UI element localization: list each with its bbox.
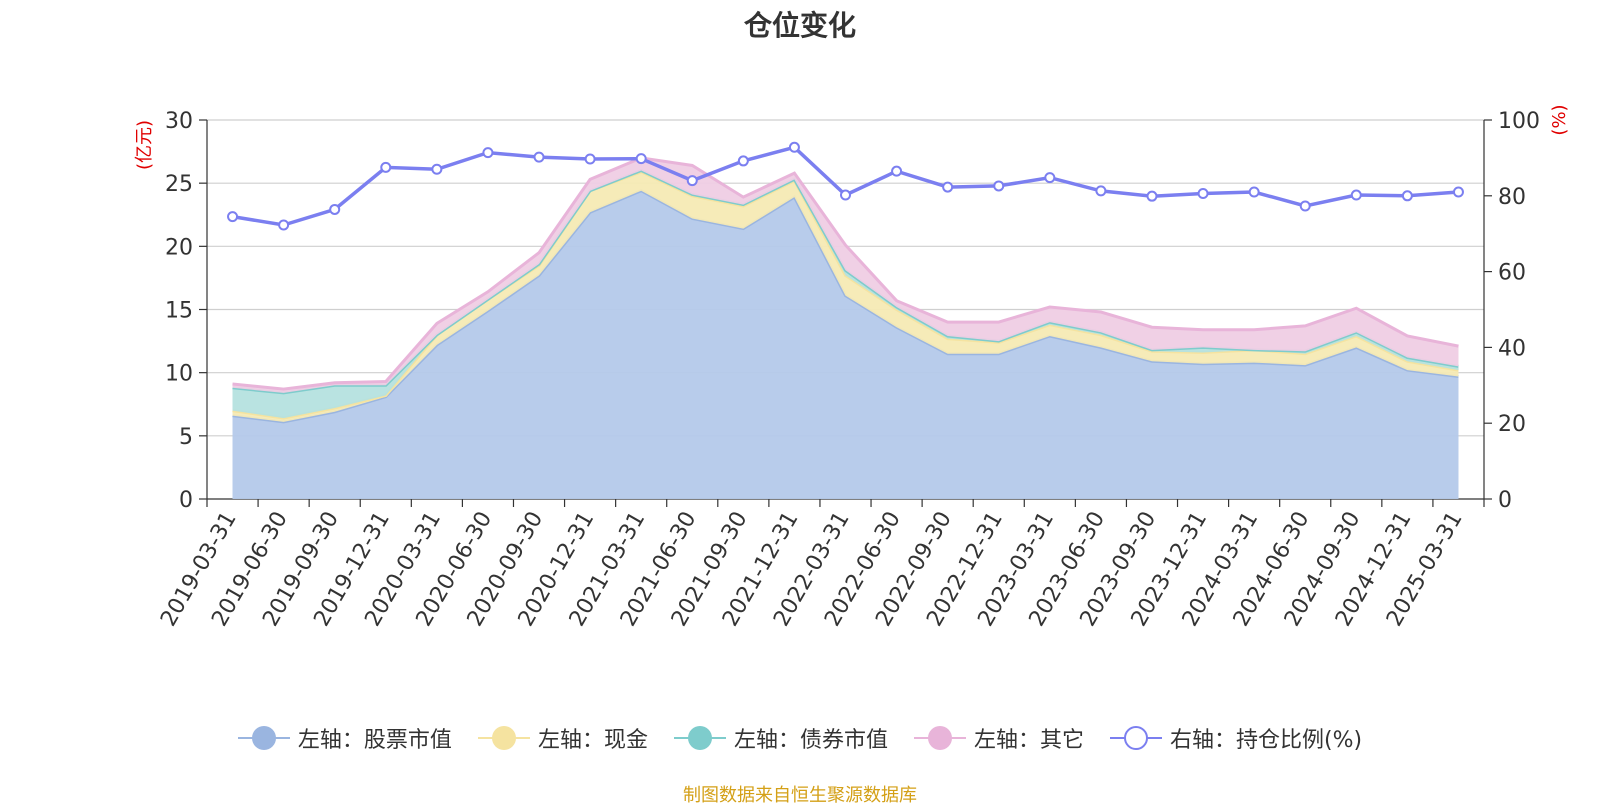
left-axis-unit-label: (亿元)	[134, 120, 155, 170]
area-series-0	[232, 190, 1459, 499]
right-axis-tick-label: 100	[1498, 109, 1540, 134]
ratio-point	[1452, 186, 1464, 198]
legend-other-label: 左轴：其它	[973, 728, 1084, 753]
ratio-point	[891, 165, 903, 177]
ratio-point	[533, 151, 545, 163]
legend-item-stock[interactable]: 左轴：股票市值	[237, 722, 452, 754]
legend-other-symbol	[913, 725, 966, 751]
right-axis-unit-label: (%)	[1549, 104, 1570, 135]
ratio-point	[482, 147, 494, 159]
ratio-point	[635, 153, 647, 165]
right-axis-tick-label: 0	[1498, 488, 1512, 513]
legend-bond-label: 左轴：债券市值	[733, 728, 888, 753]
legend-item-bond[interactable]: 左轴：债券市值	[673, 722, 888, 754]
area-series-1	[232, 171, 1459, 422]
legend-ratio-symbol	[1109, 725, 1162, 751]
ratio-point	[380, 161, 392, 173]
left-axis-tick-label: 20	[165, 235, 193, 260]
source-note: 制图数据来自恒生聚源数据库	[683, 785, 917, 806]
area-series-3	[232, 157, 1459, 393]
left-axis-tick-label: 30	[165, 109, 193, 134]
left-axis-tick-label: 0	[179, 488, 193, 513]
ratio-point	[788, 141, 800, 153]
legend-stock-symbol	[237, 725, 290, 751]
legend-item-ratio[interactable]: 右轴：持仓比例(%)	[1109, 722, 1363, 754]
ratio-point	[1044, 172, 1056, 184]
ratio-point	[329, 203, 341, 215]
legend-item-cash[interactable]: 左轴：现金	[477, 722, 648, 754]
left-axis-tick-label: 25	[165, 172, 193, 197]
right-axis-tick-label: 80	[1498, 185, 1526, 210]
ratio-point	[431, 163, 443, 175]
ratio-line	[232, 145, 1459, 227]
legend-ratio-label: 右轴：持仓比例(%)	[1169, 728, 1363, 753]
ratio-point	[1350, 189, 1362, 201]
legend-item-other[interactable]: 左轴：其它	[913, 722, 1084, 754]
ratio-point	[1401, 190, 1413, 202]
right-axis-tick-label: 40	[1498, 336, 1526, 361]
left-axis-tick-label: 15	[165, 299, 193, 324]
ratio-point	[1197, 188, 1209, 200]
ratio-point	[1146, 190, 1158, 202]
right-axis-tick-label: 60	[1498, 261, 1526, 286]
ratio-point	[1248, 186, 1260, 198]
ratio-point	[942, 181, 954, 193]
ratio-point	[1299, 200, 1311, 212]
left-axis-tick-label: 10	[165, 362, 193, 387]
left-axis-tick-label: 5	[179, 425, 193, 450]
legend-cash-label: 左轴：现金	[537, 728, 648, 753]
ratio-point	[584, 153, 596, 165]
legend-cash-symbol	[477, 725, 530, 751]
area-series-2	[232, 170, 1459, 419]
ratio-point	[737, 155, 749, 167]
ratio-point	[1095, 185, 1107, 197]
ratio-point	[840, 189, 851, 201]
ratio-point	[993, 180, 1005, 192]
ratio-point	[686, 175, 698, 187]
chart-legend: 左轴：股票市值 左轴：现金 左轴：债券市值 左轴：其它 右轴：持仓比例(%)	[0, 722, 1600, 754]
area-edge-series-3	[232, 156, 1459, 391]
legend-bond-symbol	[673, 725, 726, 751]
chart-title: 仓位变化	[743, 9, 856, 42]
right-axis-tick-label: 20	[1498, 412, 1526, 437]
ratio-point	[278, 219, 290, 231]
ratio-point	[227, 211, 239, 223]
legend-stock-label: 左轴：股票市值	[297, 728, 452, 753]
